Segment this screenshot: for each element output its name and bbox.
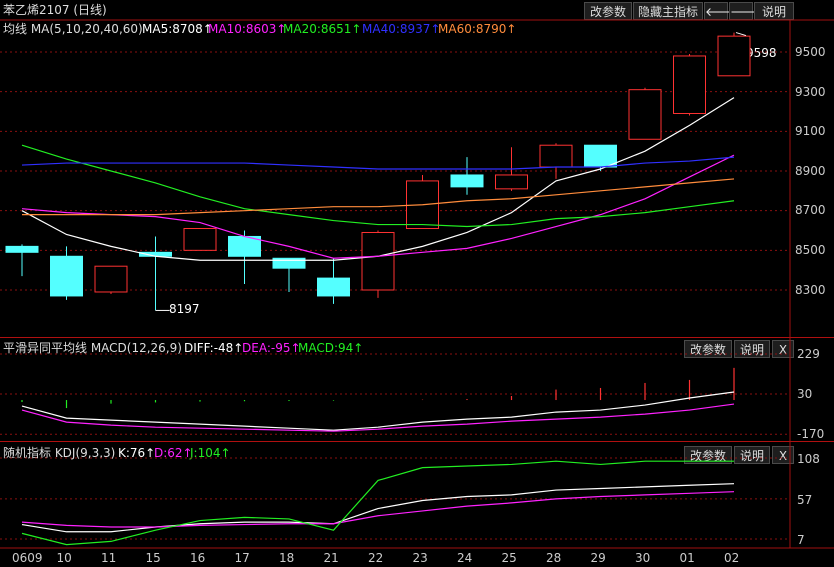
kdj-line-k (21, 483, 735, 533)
candle-body (628, 89, 662, 140)
y-tick: 8700 (795, 203, 826, 217)
macd-dea-label: DEA:-95↑ (242, 341, 301, 355)
y-tick: 8500 (795, 243, 826, 257)
dea-line (21, 403, 735, 432)
kdj-y-tick: 108 (797, 452, 820, 466)
kdj-line-d (21, 491, 735, 528)
candle-body (317, 277, 350, 297)
y-tick: 8300 (795, 283, 826, 297)
candle-body (450, 174, 484, 188)
kdj-close-button[interactable]: X (772, 446, 794, 464)
candle-body (584, 144, 617, 168)
ma-line-ma40 (21, 156, 735, 170)
low-price-label: 8197 (169, 302, 200, 316)
kdj-line-j (21, 460, 734, 546)
chart-title: 苯乙烯2107 (日线) (3, 3, 107, 17)
diff-line (21, 391, 735, 431)
kdj-k-label: K:76↑ (118, 446, 156, 460)
candle-body (5, 245, 39, 253)
x-tick-label: 29 (590, 551, 606, 565)
x-tick-label: 0609 (12, 551, 43, 565)
ma-line-ma10 (21, 154, 735, 259)
candle-body (717, 35, 751, 77)
x-tick-label: 21 (323, 551, 339, 565)
ma-line-ma60 (22, 178, 735, 216)
x-tick-label: 01 (679, 551, 695, 565)
macd-close-button[interactable]: X (772, 340, 794, 358)
ma40-label: MA40:8937↑ (362, 22, 441, 36)
y-tick: 9100 (795, 124, 826, 138)
macd-value-label: MACD:94↑ (298, 341, 364, 355)
x-tick-label: 16 (190, 551, 206, 565)
kdj-j-label: J:104↑ (190, 446, 231, 460)
x-tick-label: 15 (145, 551, 161, 565)
x-tick-label: 11 (101, 551, 117, 565)
candle-body (50, 255, 83, 297)
macd-indicator-label: 平滑异同平均线 MACD(12,26,9) (3, 341, 182, 355)
high-price-label: 9598 (746, 46, 777, 60)
macd-y-tick: 30 (797, 387, 813, 401)
candle-body (94, 265, 128, 293)
macd-y-tick: 229 (797, 347, 820, 361)
candle-body (495, 174, 528, 190)
candle-body (361, 231, 395, 291)
ma-line-ma20 (21, 144, 735, 228)
x-tick-label: 30 (635, 551, 651, 565)
ma5-label: MA5:8708↑ (142, 22, 213, 36)
x-tick-label: 17 (234, 551, 250, 565)
y-tick: 9300 (795, 85, 826, 99)
panel-separator (0, 337, 834, 338)
x-tick-label: 25 (501, 551, 517, 565)
high-marker (735, 32, 747, 37)
kdj-d-label: D:62↑ (154, 446, 193, 460)
y-tick: 9500 (795, 45, 826, 59)
x-tick-label: 10 (56, 551, 72, 565)
ma-indicator-label: 均线 MA(5,10,20,40,60) (3, 22, 143, 36)
x-tick-label: 02 (724, 551, 740, 565)
kdj-y-tick: 57 (797, 493, 813, 507)
y-tick: 8900 (795, 164, 826, 178)
ma20-label: MA20:8651↑ (283, 22, 362, 36)
x-tick-label: 24 (457, 551, 473, 565)
kdj-y-tick: 7 (797, 533, 805, 547)
candle-body (183, 228, 217, 251)
candle-body (272, 257, 306, 269)
macd-diff-label: DIFF:-48↑ (184, 341, 244, 355)
x-tick-label: 22 (368, 551, 384, 565)
x-tick-label: 28 (546, 551, 562, 565)
kdj-edit-params-button[interactable]: 改参数 (684, 446, 732, 464)
macd-y-tick: -170 (797, 427, 825, 441)
x-tick-label: 18 (279, 551, 295, 565)
ma10-label: MA10:8603↑ (208, 22, 287, 36)
panel-separator (0, 441, 834, 442)
x-tick-label: 23 (412, 551, 428, 565)
kdj-indicator-label: 随机指标 KDJ(9,3,3) (3, 446, 116, 460)
ma60-label: MA60:8790↑ (438, 22, 517, 36)
candle-body (539, 144, 573, 168)
candle-body (673, 55, 706, 114)
kdj-help-button[interactable]: 说明 (734, 446, 770, 464)
